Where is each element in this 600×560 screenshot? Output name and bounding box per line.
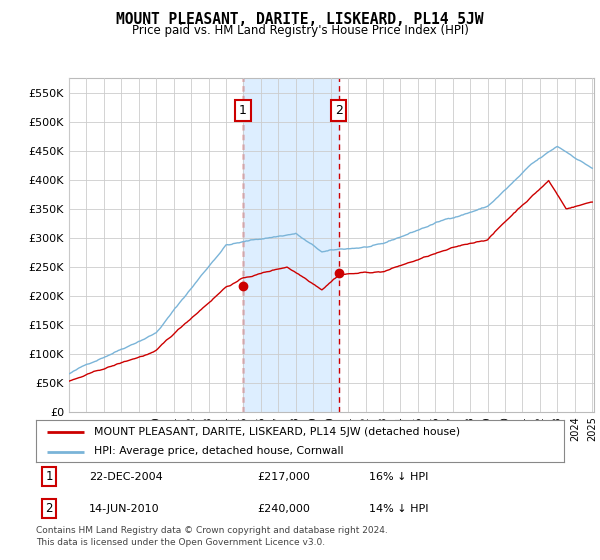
Text: MOUNT PLEASANT, DARITE, LISKEARD, PL14 5JW: MOUNT PLEASANT, DARITE, LISKEARD, PL14 5… (116, 12, 484, 27)
Text: Contains HM Land Registry data © Crown copyright and database right 2024.
This d: Contains HM Land Registry data © Crown c… (36, 526, 388, 547)
Text: MOUNT PLEASANT, DARITE, LISKEARD, PL14 5JW (detached house): MOUNT PLEASANT, DARITE, LISKEARD, PL14 5… (94, 427, 460, 437)
Text: £217,000: £217,000 (258, 472, 311, 482)
Text: 1: 1 (46, 470, 53, 483)
Text: 16% ↓ HPI: 16% ↓ HPI (368, 472, 428, 482)
Bar (243, 78, 338, 412)
Text: 2: 2 (46, 502, 53, 515)
Text: HPI: Average price, detached house, Cornwall: HPI: Average price, detached house, Corn… (94, 446, 344, 456)
Text: 14% ↓ HPI: 14% ↓ HPI (368, 504, 428, 514)
Text: 2: 2 (335, 104, 343, 117)
Text: 1: 1 (239, 104, 247, 117)
Text: Price paid vs. HM Land Registry's House Price Index (HPI): Price paid vs. HM Land Registry's House … (131, 24, 469, 36)
Text: 22-DEC-2004: 22-DEC-2004 (89, 472, 163, 482)
Text: £240,000: £240,000 (258, 504, 311, 514)
Text: 14-JUN-2010: 14-JUN-2010 (89, 504, 160, 514)
